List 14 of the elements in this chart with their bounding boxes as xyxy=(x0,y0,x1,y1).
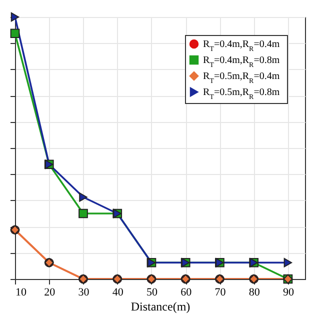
x-tick-label: 60 xyxy=(180,286,192,298)
x-tick-label: 40 xyxy=(112,286,124,298)
x-tick-label: 50 xyxy=(146,286,158,298)
x-tick-label: 90 xyxy=(282,286,294,298)
x-tick-label: 20 xyxy=(44,286,56,298)
x-axis-title: Distance(m) xyxy=(130,300,190,314)
legend-label: R$_{T}$=0.4m,R$_{R}$=0.8m xyxy=(203,55,280,69)
x-tick-label: 80 xyxy=(248,286,260,298)
legend-label: R$_{T}$=0.5m,R$_{R}$=0.4m xyxy=(203,71,280,85)
x-tick-label: 70 xyxy=(214,286,226,298)
legend-label: R$_{T}$=0.5m,R$_{R}$=0.8m xyxy=(203,87,280,101)
legend-label: R$_{T}$=0.4m,R$_{R}$=0.4m xyxy=(203,39,280,53)
x-tick-label: 30 xyxy=(78,286,90,298)
x-tick-label: 10 xyxy=(16,286,27,298)
